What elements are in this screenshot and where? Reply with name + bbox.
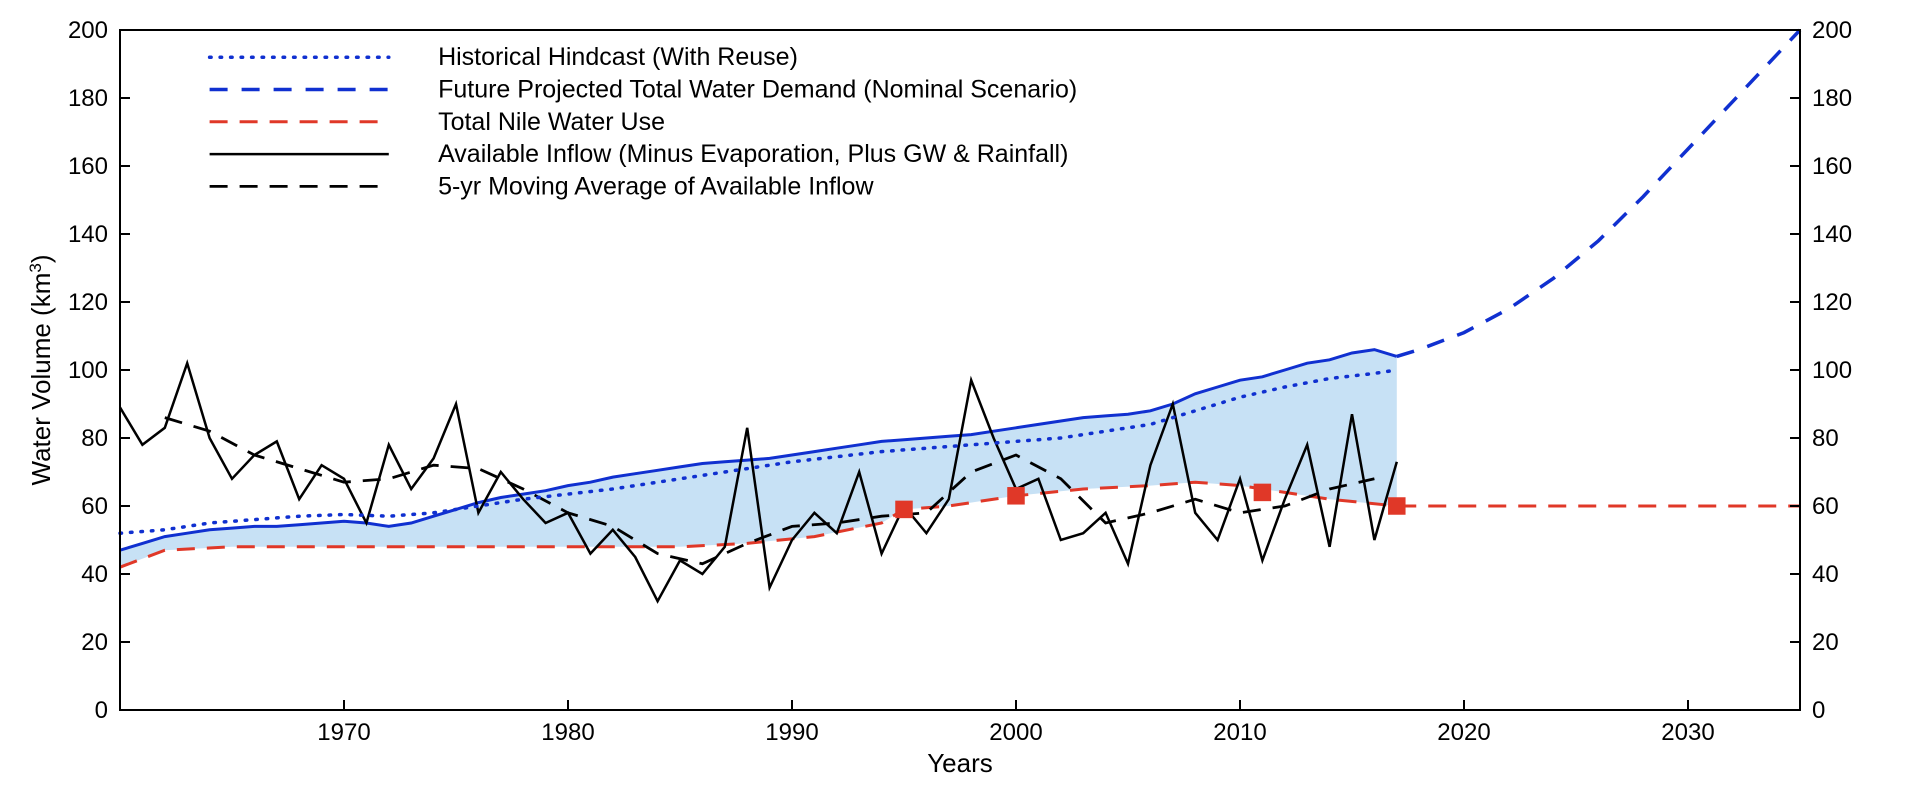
y-tick-label: 100: [68, 357, 108, 384]
y-tick-label-right: 160: [1812, 153, 1852, 180]
y-tick-label: 80: [81, 425, 108, 452]
nile-use-marker: [1254, 484, 1270, 500]
x-axis-label: Years: [927, 748, 993, 778]
nile-use-marker: [1008, 488, 1024, 504]
x-tick-label: 1980: [541, 719, 594, 746]
y-tick-label-right: 180: [1812, 85, 1852, 112]
y-tick-label-right: 60: [1812, 493, 1839, 520]
y-tick-label: 180: [68, 85, 108, 112]
y-tick-label-right: 80: [1812, 425, 1839, 452]
y-tick-label: 40: [81, 561, 108, 588]
y-tick-label-right: 100: [1812, 357, 1852, 384]
y-tick-label-right: 200: [1812, 17, 1852, 44]
x-tick-label: 2020: [1437, 719, 1490, 746]
y-tick-label: 200: [68, 17, 108, 44]
x-tick-label: 1970: [317, 719, 370, 746]
legend-label: Available Inflow (Minus Evaporation, Plu…: [438, 140, 1068, 168]
nile-use-marker: [1389, 498, 1405, 514]
y-tick-label: 20: [81, 629, 108, 656]
x-tick-label: 2000: [989, 719, 1042, 746]
legend-label: Historical Hindcast (With Reuse): [438, 43, 798, 71]
legend-label: 5-yr Moving Average of Available Inflow: [438, 172, 874, 200]
y-tick-label: 120: [68, 289, 108, 316]
legend-label: Total Nile Water Use: [438, 108, 665, 136]
y-tick-label: 60: [81, 493, 108, 520]
y-tick-label-right: 40: [1812, 561, 1839, 588]
y-tick-label-right: 140: [1812, 221, 1852, 248]
y-tick-label-right: 120: [1812, 289, 1852, 316]
x-tick-label: 2010: [1213, 719, 1266, 746]
y-tick-label-right: 0: [1812, 697, 1825, 724]
y-tick-label: 0: [95, 697, 108, 724]
y-tick-label: 140: [68, 221, 108, 248]
water-volume-chart: 1970198019902000201020202030020406080100…: [0, 0, 1920, 805]
x-tick-label: 2030: [1661, 719, 1714, 746]
chart-background: [0, 0, 1920, 805]
y-tick-label-right: 20: [1812, 629, 1839, 656]
y-axis-label: Water Volume (km3): [26, 254, 57, 485]
x-tick-label: 1990: [765, 719, 818, 746]
legend-label: Future Projected Total Water Demand (Nom…: [438, 76, 1077, 104]
y-tick-label: 160: [68, 153, 108, 180]
nile-use-marker: [896, 501, 912, 517]
